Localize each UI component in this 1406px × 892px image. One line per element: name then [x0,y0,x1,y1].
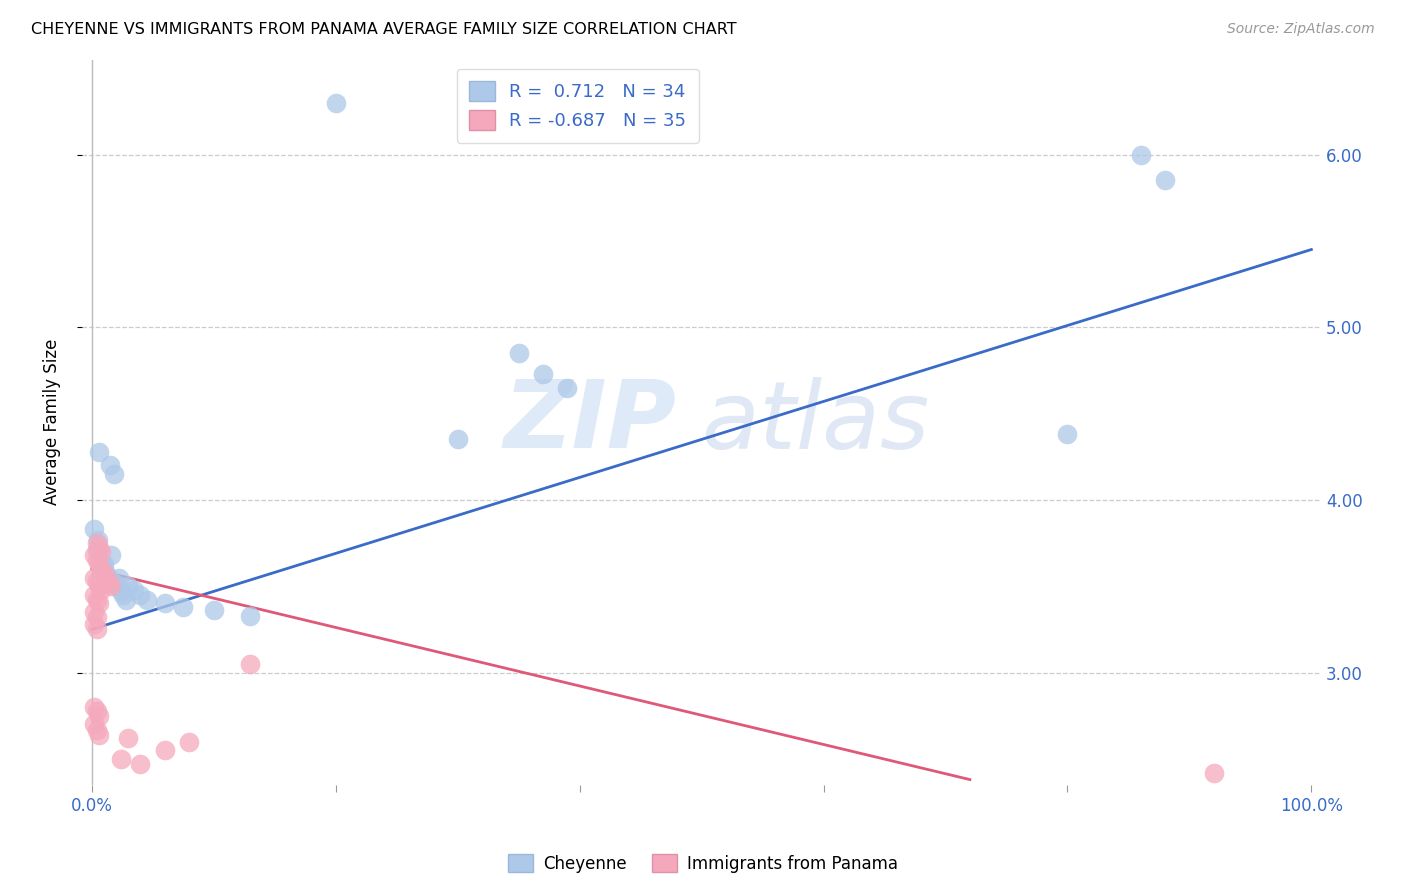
Point [117,579,139,593]
Point [1202,765,1225,780]
Point [87,728,110,742]
Point [153,597,176,611]
Point [87,597,110,611]
Text: Source: ZipAtlas.com: Source: ZipAtlas.com [1227,22,1375,37]
Point [86,623,108,637]
Point [83,617,105,632]
Point [97,575,120,590]
Point [96,570,118,584]
Point [115,593,138,607]
Point [86,704,108,718]
Point [100,548,122,562]
Point [103,467,125,481]
Point [97,570,120,584]
Point [112,588,135,602]
Point [110,752,132,766]
Point [508,346,530,360]
Point [172,599,194,614]
Point [1154,173,1177,187]
Point [179,734,201,748]
Point [83,522,105,536]
Point [110,584,132,599]
Point [86,574,108,588]
Point [107,570,129,584]
Point [83,700,105,714]
Legend: Cheyenne, Immigrants from Panama: Cheyenne, Immigrants from Panama [502,847,904,880]
Point [531,367,554,381]
Point [86,610,108,624]
Point [105,579,128,593]
Point [86,593,108,607]
Point [153,743,176,757]
Legend: R =  0.712   N = 34, R = -0.687   N = 35: R = 0.712 N = 34, R = -0.687 N = 35 [457,69,699,143]
Point [325,95,347,110]
Point [124,582,146,597]
Point [135,593,157,607]
Point [86,536,108,550]
Text: atlas: atlas [702,376,929,467]
Text: ZIP: ZIP [503,376,676,468]
Point [93,562,115,576]
Point [86,543,108,558]
Point [87,708,110,723]
Y-axis label: Average Family Size: Average Family Size [44,339,60,506]
Point [83,605,105,619]
Point [90,582,112,597]
Point [129,588,152,602]
Point [87,558,110,573]
Point [90,557,112,571]
Point [117,731,139,746]
Point [1056,427,1078,442]
Point [96,567,118,582]
Point [83,717,105,731]
Point [1129,147,1152,161]
Point [557,381,579,395]
Point [93,567,115,582]
Point [239,608,262,623]
Point [83,548,105,562]
Point [90,544,112,558]
Point [87,533,110,547]
Point [100,579,122,593]
Point [239,657,262,671]
Point [93,557,115,571]
Point [87,444,110,458]
Point [202,603,225,617]
Text: CHEYENNE VS IMMIGRANTS FROM PANAMA AVERAGE FAMILY SIZE CORRELATION CHART: CHEYENNE VS IMMIGRANTS FROM PANAMA AVERA… [31,22,737,37]
Point [103,575,125,590]
Point [83,588,105,602]
Point [87,579,110,593]
Point [86,553,108,567]
Point [129,757,152,772]
Point [86,723,108,737]
Point [446,433,468,447]
Point [83,570,105,584]
Point [87,541,110,556]
Point [90,562,112,576]
Point [98,458,121,473]
